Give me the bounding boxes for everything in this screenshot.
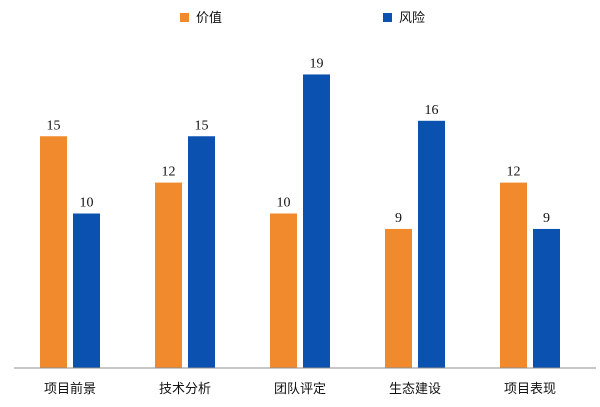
value-label-风险-项目表现: 9	[543, 211, 550, 226]
bar-价值-团队评定	[270, 213, 297, 368]
bar-风险-项目表现	[533, 228, 560, 368]
bars-group	[40, 74, 560, 368]
bar-风险-项目前景	[73, 213, 100, 368]
category-label-生态建设: 生态建设	[389, 382, 441, 397]
legend-item-价值: 价值	[180, 10, 222, 26]
category-label-项目表现: 项目表现	[504, 382, 556, 397]
category-labels-group: 项目前景 技术分析 团队评定 生态建设 项目表现	[44, 381, 556, 397]
value-label-风险-生态建设: 16	[425, 103, 439, 118]
legend-swatch-价值	[180, 13, 189, 22]
bar-风险-生态建设	[418, 120, 445, 368]
category-label-技术分析: 技术分析	[159, 382, 211, 397]
value-label-价值-项目前景: 15	[47, 118, 61, 133]
value-label-风险-项目前景: 10	[80, 196, 94, 211]
bar-风险-团队评定	[303, 74, 330, 368]
category-label-团队评定: 团队评定	[274, 382, 326, 397]
legend-item-风险: 风险	[383, 11, 425, 26]
value-label-风险-团队评定: 19	[310, 56, 324, 71]
legend-label-风险: 风险	[399, 11, 425, 26]
value-label-价值-生态建设: 9	[395, 211, 402, 226]
value-label-价值-项目表现: 12	[507, 165, 521, 180]
bar-价值-项目表现	[500, 182, 527, 368]
value-label-价值-技术分析: 12	[162, 165, 176, 180]
bar-价值-技术分析	[155, 182, 182, 368]
bar-价值-项目前景	[40, 136, 67, 368]
value-label-风险-技术分析: 15	[195, 118, 209, 133]
value-label-价值-团队评定: 10	[277, 196, 291, 211]
bar-价值-生态建设	[385, 228, 412, 368]
bar-风险-技术分析	[188, 136, 215, 368]
legend-label-价值: 价值	[196, 10, 222, 26]
value-labels-group: 15 10 12 15 10 19 9 16 12 9	[47, 56, 551, 226]
legend: 价值 风险	[180, 10, 425, 26]
legend-swatch-风险	[383, 13, 392, 22]
category-label-项目前景: 项目前景	[44, 381, 96, 397]
